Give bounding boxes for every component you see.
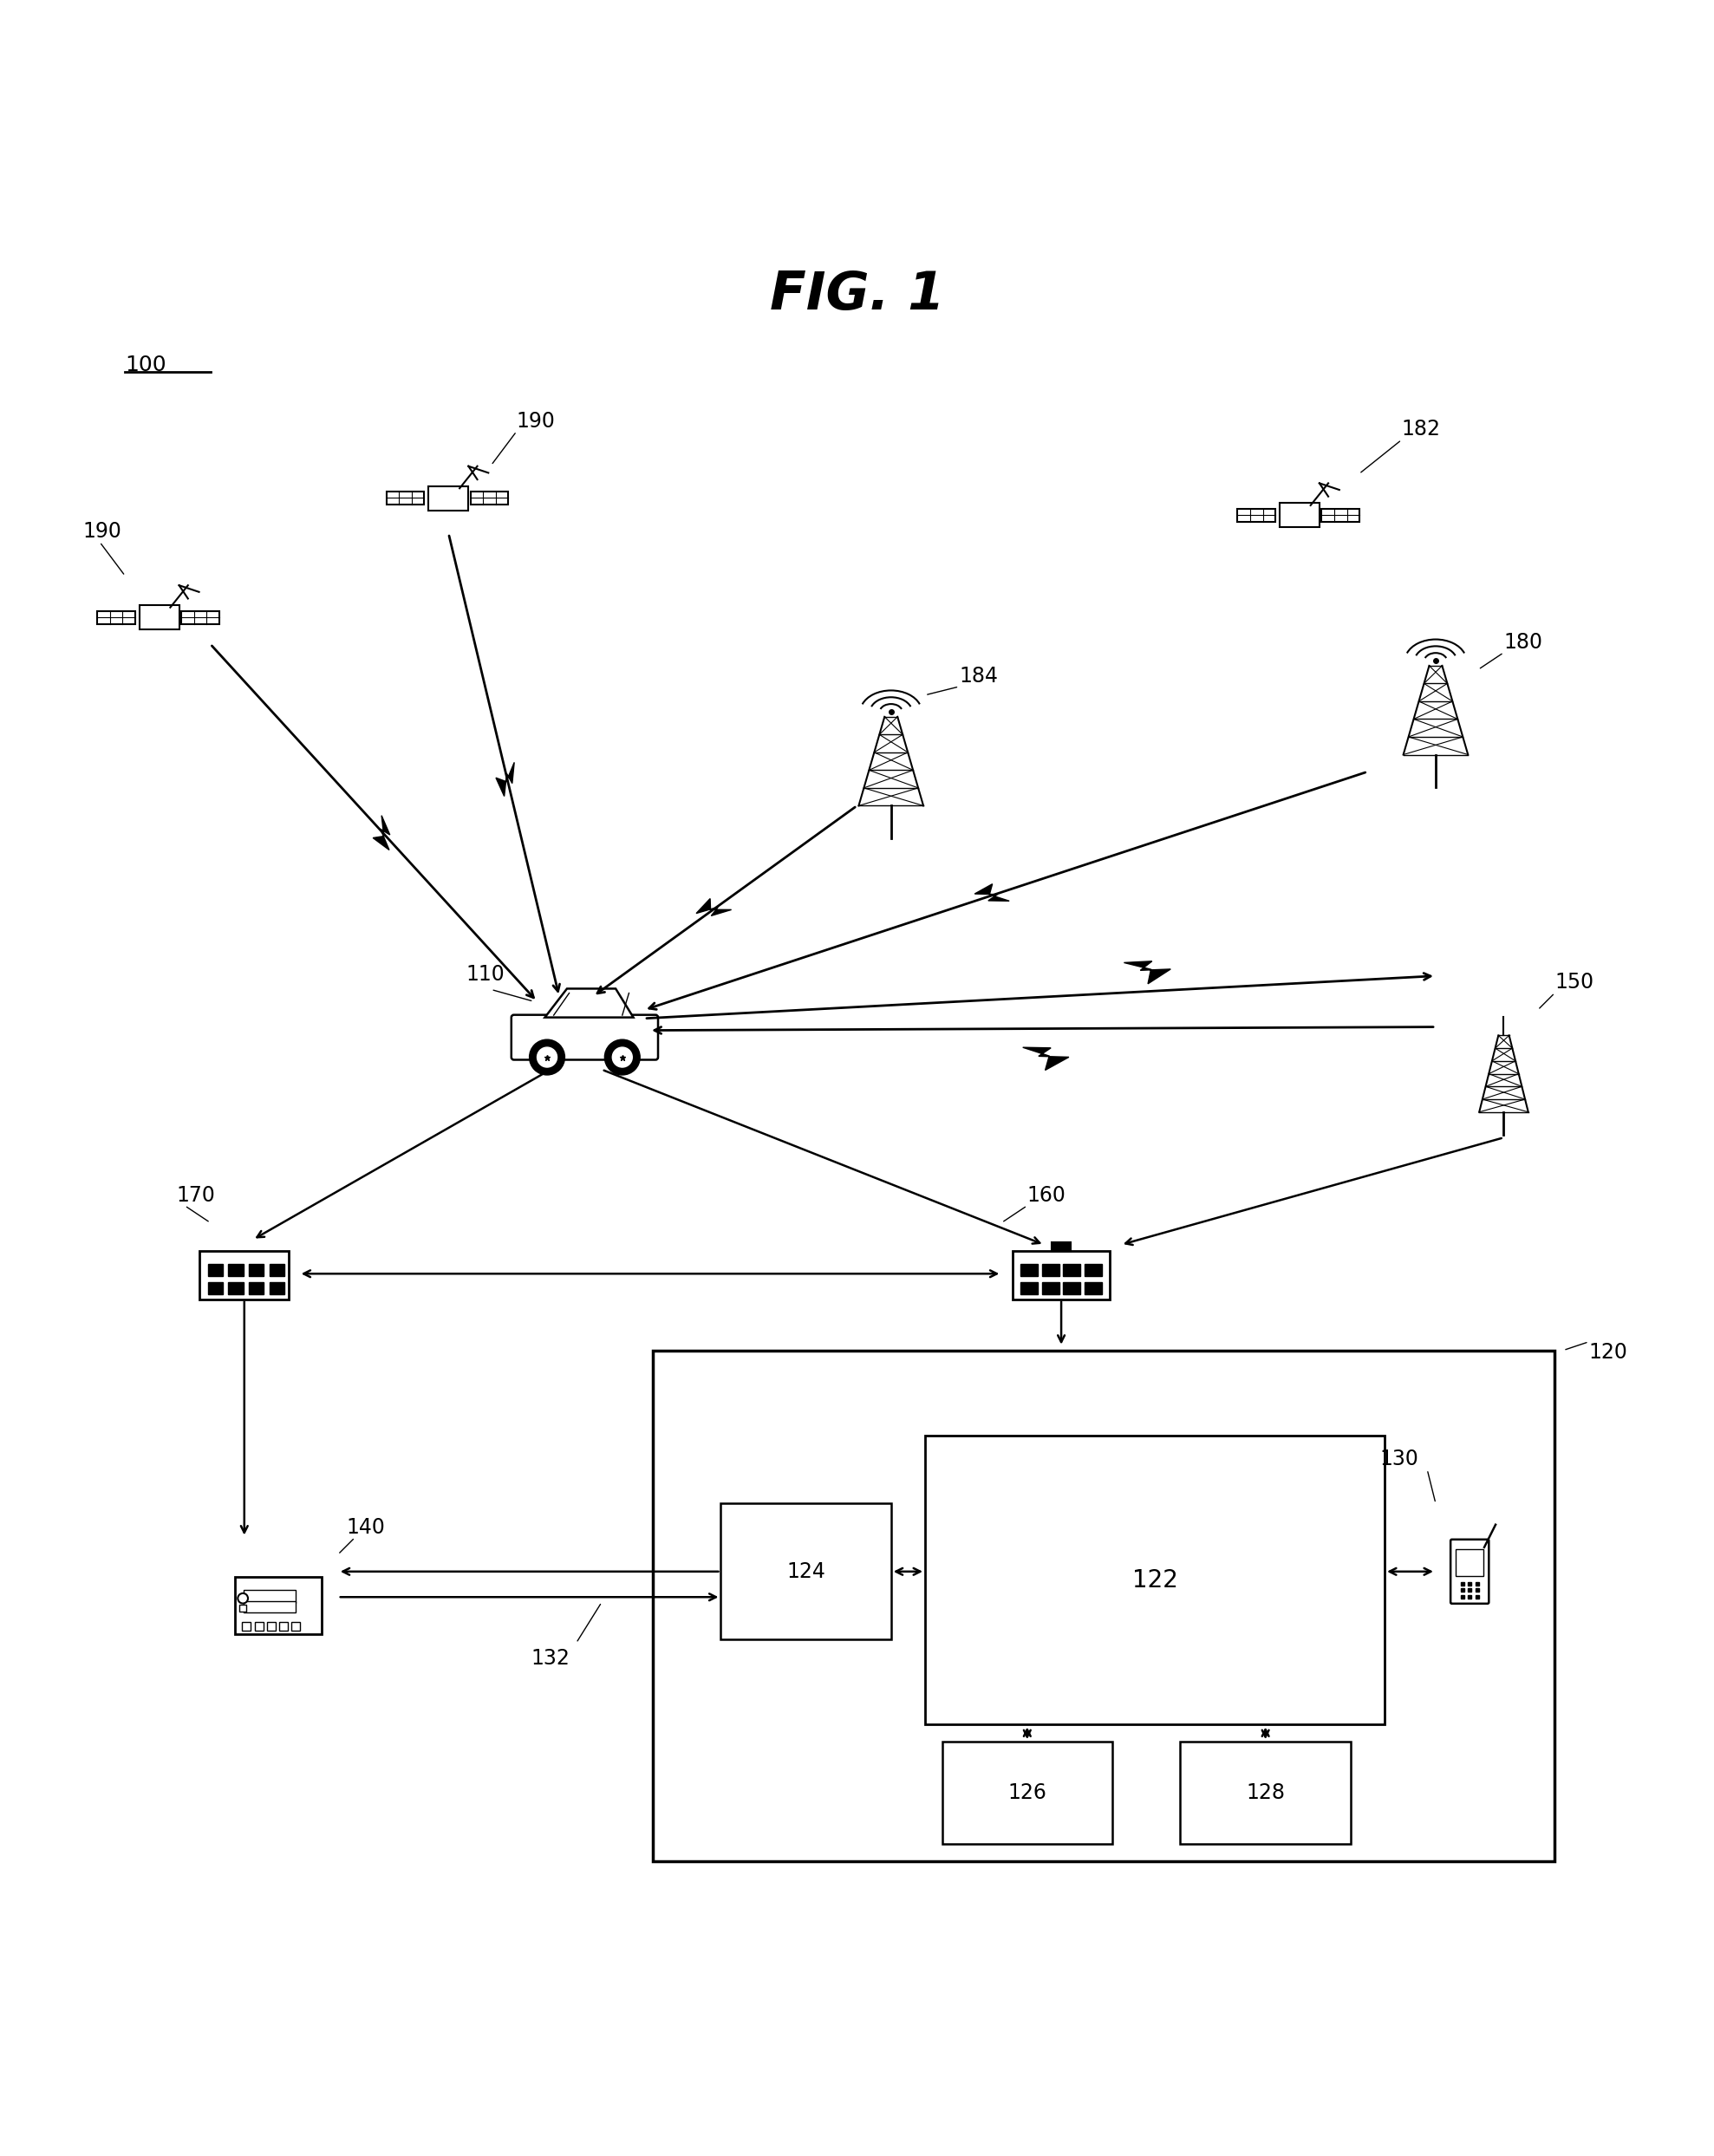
Circle shape <box>530 1039 566 1076</box>
Bar <box>1238 509 1275 522</box>
FancyBboxPatch shape <box>249 1263 264 1276</box>
FancyBboxPatch shape <box>1455 1548 1483 1576</box>
FancyBboxPatch shape <box>254 1621 264 1630</box>
Polygon shape <box>1023 1048 1070 1069</box>
FancyBboxPatch shape <box>1042 1283 1059 1294</box>
FancyBboxPatch shape <box>511 1015 658 1061</box>
Text: 100: 100 <box>125 356 166 375</box>
FancyBboxPatch shape <box>228 1283 243 1294</box>
FancyBboxPatch shape <box>1063 1263 1080 1276</box>
Polygon shape <box>495 763 514 796</box>
Polygon shape <box>374 815 389 849</box>
FancyBboxPatch shape <box>269 1263 285 1276</box>
Text: 180: 180 <box>1503 632 1543 653</box>
FancyBboxPatch shape <box>243 1602 297 1613</box>
FancyBboxPatch shape <box>249 1283 264 1294</box>
Text: 140: 140 <box>346 1516 386 1537</box>
Polygon shape <box>1124 962 1171 983</box>
FancyBboxPatch shape <box>428 485 468 511</box>
Text: 110: 110 <box>466 964 504 985</box>
FancyBboxPatch shape <box>267 1621 276 1630</box>
Polygon shape <box>696 899 732 916</box>
FancyBboxPatch shape <box>1085 1283 1102 1294</box>
FancyBboxPatch shape <box>722 1503 891 1639</box>
FancyBboxPatch shape <box>243 1589 297 1602</box>
FancyBboxPatch shape <box>235 1576 322 1634</box>
FancyBboxPatch shape <box>207 1283 223 1294</box>
FancyBboxPatch shape <box>1051 1242 1071 1250</box>
Text: 120: 120 <box>1589 1341 1628 1363</box>
Bar <box>471 492 509 505</box>
FancyBboxPatch shape <box>242 1621 250 1630</box>
FancyBboxPatch shape <box>201 1250 288 1300</box>
FancyBboxPatch shape <box>1280 502 1320 528</box>
FancyBboxPatch shape <box>291 1621 300 1630</box>
Polygon shape <box>545 990 634 1018</box>
Text: 184: 184 <box>960 666 998 686</box>
Text: 124: 124 <box>787 1561 826 1583</box>
FancyBboxPatch shape <box>943 1742 1112 1843</box>
Text: 170: 170 <box>177 1186 216 1205</box>
FancyBboxPatch shape <box>139 606 178 630</box>
Bar <box>387 492 423 505</box>
Text: 126: 126 <box>1008 1783 1047 1802</box>
Text: 130: 130 <box>1380 1449 1419 1470</box>
FancyBboxPatch shape <box>279 1621 288 1630</box>
Circle shape <box>238 1593 249 1604</box>
FancyBboxPatch shape <box>1181 1742 1351 1843</box>
FancyBboxPatch shape <box>1042 1263 1059 1276</box>
Text: 122: 122 <box>1131 1567 1178 1591</box>
Circle shape <box>605 1039 639 1076</box>
FancyBboxPatch shape <box>228 1263 243 1276</box>
Text: 182: 182 <box>1402 418 1441 440</box>
FancyBboxPatch shape <box>1013 1250 1109 1300</box>
Text: 190: 190 <box>516 410 555 431</box>
FancyBboxPatch shape <box>1085 1263 1102 1276</box>
Text: 150: 150 <box>1555 972 1594 994</box>
Text: 190: 190 <box>82 522 122 541</box>
Circle shape <box>612 1048 632 1067</box>
Bar <box>182 610 219 623</box>
FancyBboxPatch shape <box>653 1350 1555 1861</box>
FancyBboxPatch shape <box>207 1263 223 1276</box>
Text: 132: 132 <box>531 1647 571 1669</box>
Bar <box>1321 509 1359 522</box>
FancyBboxPatch shape <box>926 1436 1385 1725</box>
FancyBboxPatch shape <box>240 1604 247 1611</box>
FancyBboxPatch shape <box>1450 1539 1489 1604</box>
Circle shape <box>536 1048 557 1067</box>
Text: 128: 128 <box>1246 1783 1286 1802</box>
FancyBboxPatch shape <box>1020 1283 1039 1294</box>
Polygon shape <box>975 884 1010 901</box>
Bar <box>98 610 135 623</box>
Text: FIG. 1: FIG. 1 <box>770 270 944 321</box>
FancyBboxPatch shape <box>1063 1283 1080 1294</box>
FancyBboxPatch shape <box>269 1283 285 1294</box>
FancyBboxPatch shape <box>1020 1263 1039 1276</box>
Text: 160: 160 <box>1027 1186 1066 1205</box>
